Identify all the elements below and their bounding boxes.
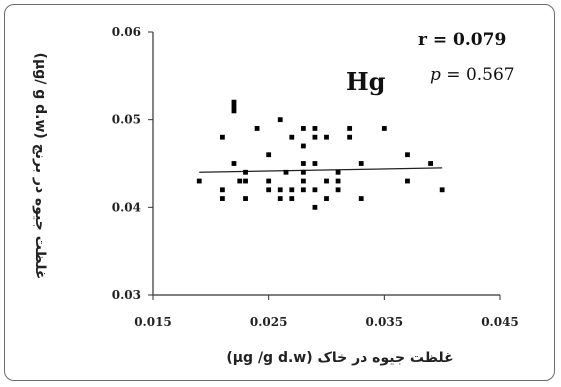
r-annotation: r = 0.079 bbox=[418, 30, 506, 50]
axes bbox=[148, 31, 501, 300]
data-point bbox=[300, 161, 306, 166]
data-point bbox=[220, 134, 225, 140]
data-point bbox=[324, 178, 329, 184]
data-point bbox=[243, 169, 248, 175]
data-point bbox=[231, 99, 237, 105]
x-tick-label: 0.045 bbox=[481, 315, 519, 329]
data-point bbox=[405, 178, 410, 184]
data-point bbox=[254, 126, 260, 131]
data-point bbox=[347, 126, 353, 131]
data-point bbox=[300, 178, 306, 184]
y-tick-label: 0.03 bbox=[112, 288, 141, 302]
y-tick-label: 0.05 bbox=[112, 113, 141, 127]
p-value: = 0.567 bbox=[441, 65, 515, 85]
data-point bbox=[439, 187, 445, 193]
p-annotation: p = 0.567 bbox=[430, 65, 515, 85]
data-point bbox=[381, 126, 387, 131]
data-point bbox=[428, 161, 433, 166]
data-point bbox=[312, 161, 318, 166]
chart-frame bbox=[4, 4, 555, 381]
data-point bbox=[237, 178, 243, 184]
data-point bbox=[300, 143, 306, 149]
data-point bbox=[324, 196, 329, 201]
x-axis-title: غلظت جیوه در خاک (μg /g d.w) bbox=[226, 350, 453, 366]
data-point bbox=[231, 104, 237, 109]
data-point bbox=[231, 161, 237, 166]
data-point bbox=[335, 178, 341, 184]
x-tick-label: 0.025 bbox=[250, 315, 288, 329]
data-point bbox=[196, 178, 202, 184]
x-tick-label: 0.035 bbox=[366, 315, 404, 329]
data-point bbox=[347, 134, 353, 140]
data-point bbox=[283, 169, 289, 175]
data-point bbox=[358, 196, 364, 201]
data-point bbox=[300, 169, 306, 175]
data-point bbox=[312, 187, 318, 193]
data-point bbox=[289, 196, 295, 201]
y-tick-label: 0.06 bbox=[112, 25, 141, 39]
p-symbol: p bbox=[430, 65, 441, 85]
x-tick-label: 0.015 bbox=[134, 315, 172, 329]
data-point bbox=[324, 134, 329, 140]
data-point bbox=[312, 134, 318, 140]
data-point bbox=[405, 152, 410, 158]
data-point bbox=[266, 187, 272, 193]
data-point bbox=[289, 134, 295, 140]
data-point bbox=[220, 196, 225, 201]
data-point bbox=[300, 187, 306, 193]
data-point bbox=[312, 126, 318, 131]
element-label: Hg bbox=[346, 67, 386, 96]
data-points bbox=[196, 99, 445, 210]
data-point bbox=[335, 169, 341, 175]
data-point bbox=[243, 196, 248, 201]
data-point bbox=[231, 108, 237, 114]
data-point bbox=[277, 187, 283, 193]
data-point bbox=[358, 161, 364, 166]
data-point bbox=[277, 117, 283, 123]
data-point bbox=[312, 204, 318, 210]
data-point bbox=[277, 196, 283, 201]
data-point bbox=[243, 178, 248, 184]
data-point bbox=[289, 187, 295, 193]
y-tick-label: 0.04 bbox=[112, 200, 141, 214]
tick-labels: 0.03 0.04 0.05 0.06 0.015 0.025 0.035 0.045 bbox=[112, 25, 519, 329]
y-axis-title: غلظت جیوه در برنج (μg/ g d.w) bbox=[32, 53, 48, 280]
data-point bbox=[220, 187, 225, 193]
data-point bbox=[266, 178, 272, 184]
data-point bbox=[266, 152, 272, 158]
data-point bbox=[335, 187, 341, 193]
data-point bbox=[300, 126, 306, 131]
trendline bbox=[199, 167, 443, 173]
